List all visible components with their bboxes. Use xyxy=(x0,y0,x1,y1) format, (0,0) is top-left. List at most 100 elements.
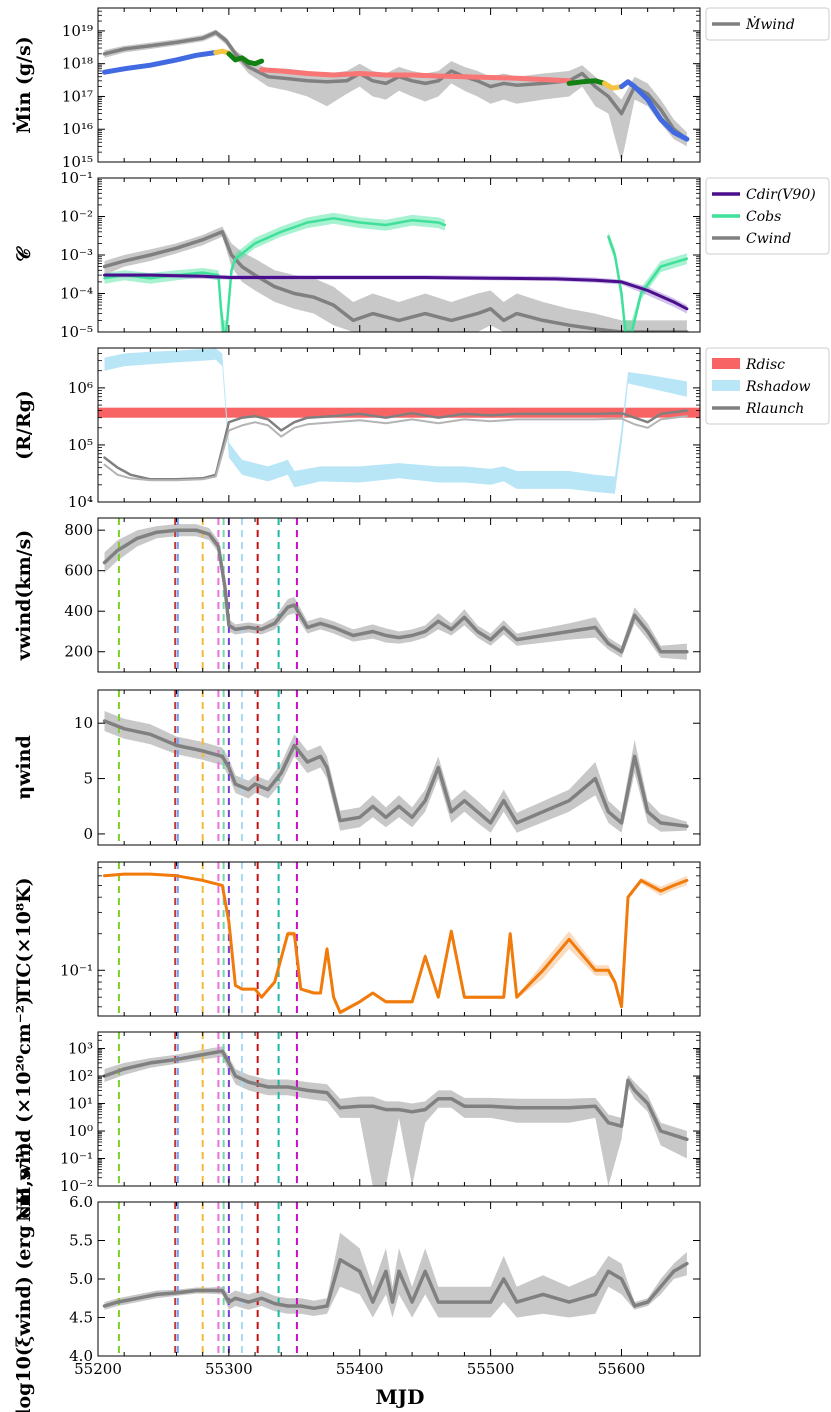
line--wind xyxy=(102,30,689,141)
line--in-decay- xyxy=(619,79,690,142)
legend-frame xyxy=(705,177,830,255)
y-tick-label: 10⁻² xyxy=(60,208,93,226)
legend-swatch xyxy=(712,358,740,369)
legend-frame xyxy=(705,7,830,41)
y-axis-label: TIC(×10⁸K) xyxy=(13,877,35,1000)
y-tick-label: 5.5 xyxy=(69,1232,93,1250)
line-cobs-late- xyxy=(607,235,689,332)
line-rlaunch-variant- xyxy=(103,415,688,482)
x-tick-label: 55600 xyxy=(598,1360,646,1378)
panel-eta: 0 5 10 ηwind xyxy=(13,689,701,846)
y-tick-label: 10 xyxy=(74,714,93,732)
legend: Rdisc Rshadow Rlaunch xyxy=(705,347,830,425)
panel-mdot: 10¹⁵ 10¹⁶ 10¹⁷ 10¹⁸ 10¹⁹ Ṁin (g/s) Ṁwind xyxy=(12,7,830,171)
y-tick-label: 10¹⁸ xyxy=(62,55,93,73)
y-tick-label: 6.0 xyxy=(69,1193,93,1211)
axes-frame xyxy=(97,7,701,163)
plot-area xyxy=(102,29,690,162)
y-tick-label: 5.0 xyxy=(69,1270,93,1288)
x-tick-label: 55200 xyxy=(74,1360,122,1378)
line--in-green-2- xyxy=(566,78,607,86)
line--in-soft-state- xyxy=(259,67,572,84)
y-tick-label: 10⁻⁴ xyxy=(60,285,93,303)
y-tick-label: 10⁻¹ xyxy=(60,961,93,979)
y-tick-label: 600 xyxy=(64,562,93,580)
y-tick-label: 10¹ xyxy=(68,1095,93,1113)
band-cwind xyxy=(104,226,687,332)
axes-frame xyxy=(97,689,701,846)
y-tick-label: 10⁻³ xyxy=(60,246,93,264)
band-vwind xyxy=(104,524,687,660)
y-axis-label: ηwind xyxy=(13,735,35,800)
x-tick-label: 55300 xyxy=(205,1360,253,1378)
y-axis-label: (R/Rg) xyxy=(13,390,35,460)
axes-frame xyxy=(97,1031,701,1187)
y-tick-label: 10⁻¹ xyxy=(60,169,93,187)
line--in-yellow-1- xyxy=(213,48,232,56)
line--in-green-1- xyxy=(226,51,265,67)
legend-label: Cwind xyxy=(746,231,791,247)
y-axis-label: Ṁin (g/s) xyxy=(12,36,35,134)
band--wind xyxy=(104,711,687,833)
y-tick-label: 10⁶ xyxy=(68,379,93,397)
band-cobs xyxy=(104,212,445,332)
y-tick-label: 10⁰ xyxy=(68,1122,93,1140)
panel-radius: 10⁴ 10⁵ 10⁶ (R/Rg) Rdisc Rshadow Rlaunch xyxy=(13,347,830,511)
band-tic xyxy=(104,873,687,1015)
band-rshadow xyxy=(104,348,687,494)
panel-velocity: 200 400 600 800 vwind(km/s) xyxy=(13,517,701,673)
y-tick-label: 10¹⁷ xyxy=(62,87,93,105)
y-tick-label: 4.0 xyxy=(69,1347,93,1365)
plot-area xyxy=(98,348,700,494)
plot-area xyxy=(102,518,689,672)
line-vwind xyxy=(102,528,689,654)
line--in-yellow-2- xyxy=(602,80,624,91)
panel-tic: 10⁻¹ TIC(×10⁸K) xyxy=(13,861,701,1017)
y-tick-label: 10¹⁹ xyxy=(62,22,93,40)
line-tic xyxy=(103,872,689,1014)
legend-swatch xyxy=(712,380,740,391)
line-log10-wind- xyxy=(102,1258,689,1311)
plot-area xyxy=(103,862,689,1016)
y-tick-label: 800 xyxy=(64,521,93,539)
band-log10-wind- xyxy=(104,1232,687,1318)
legend-label: Ṁwind xyxy=(745,15,795,33)
x-tick-label: 55500 xyxy=(467,1360,515,1378)
y-tick-label: 200 xyxy=(64,643,93,661)
y-tick-label: 5 xyxy=(83,770,93,788)
plot-area xyxy=(102,1202,689,1356)
y-tick-label: 10¹⁵ xyxy=(62,153,93,171)
y-tick-label: 10⁻⁵ xyxy=(60,323,93,341)
legend-label: Rlaunch xyxy=(745,401,804,417)
y-tick-label: 10⁻² xyxy=(60,1177,93,1195)
y-tick-label: 10³ xyxy=(68,1040,93,1058)
y-tick-label: 10¹⁶ xyxy=(62,120,93,138)
x-tick-label: 55400 xyxy=(336,1360,384,1378)
y-axis-label: NH,wind (×10²⁰cm⁻²) xyxy=(13,996,35,1222)
y-tick-label: 4.5 xyxy=(69,1309,93,1327)
y-axis-label: 𝒞 xyxy=(13,246,35,262)
y-axis-label: vwind(km/s) xyxy=(13,530,35,662)
axes-frame xyxy=(97,861,701,1017)
y-tick-label: 10⁴ xyxy=(68,493,93,511)
y-tick-label: 10² xyxy=(68,1067,93,1085)
line--wind xyxy=(102,719,689,828)
y-tick-label: 10⁻¹ xyxy=(60,1150,93,1168)
line--in-outburst-rise- xyxy=(102,50,219,75)
panel-nh: 10⁻² 10⁻¹ 10⁰ 10¹ 10² 10³ NH,wind (×10²⁰cm⁻²) xyxy=(13,996,701,1222)
panel-covering: 10⁻⁵ 10⁻⁴ 10⁻³ 10⁻² 10⁻¹ 𝒞 Cdir(V90) Cobs Cwind xyxy=(13,169,830,341)
axes-frame xyxy=(97,347,701,503)
band-cobs-late- xyxy=(608,231,687,332)
plot-area xyxy=(102,212,689,332)
legend-label: Rshadow xyxy=(745,379,810,395)
x-axis-label: MJD xyxy=(376,1385,425,1409)
line-nh-wind xyxy=(102,1049,689,1142)
legend-label: Cdir(V90) xyxy=(746,187,816,203)
plot-area xyxy=(102,1032,689,1186)
legend-label: Cobs xyxy=(746,209,781,225)
band--wind xyxy=(104,29,687,162)
y-tick-label: 400 xyxy=(64,602,93,620)
legend: Cdir(V90) Cobs Cwind xyxy=(705,177,830,255)
legend: Ṁwind xyxy=(705,7,830,41)
